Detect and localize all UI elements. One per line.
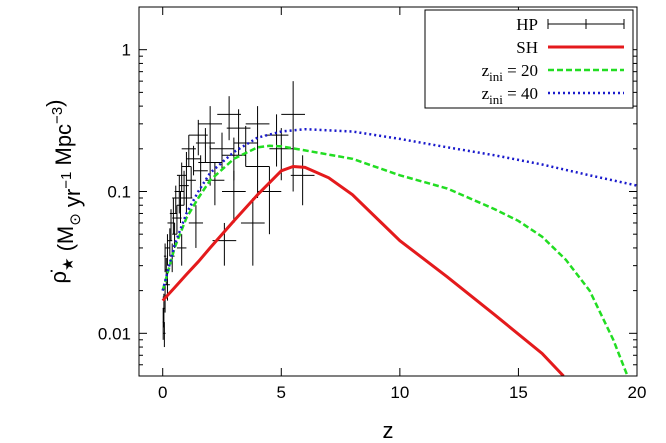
x-tick-label: 0	[158, 383, 167, 402]
legend-label-part: = 20	[503, 61, 538, 80]
legend-label: zini = 20	[482, 61, 538, 84]
x-tick-label: 5	[277, 383, 286, 402]
legend-label: HP	[516, 15, 538, 34]
y-tick-label: 0.01	[98, 324, 131, 343]
y-axis-label-part: −1	[58, 172, 75, 189]
plot-frame	[138, 6, 638, 377]
legend-label-part: z	[482, 84, 490, 103]
curve	[161, 144, 629, 376]
legend-label-part: = 40	[503, 84, 538, 103]
curve	[161, 127, 637, 291]
y-tick-label: 0.1	[107, 183, 131, 202]
y-axis-label-part: −3	[49, 107, 66, 124]
x-axis-label: z	[383, 418, 394, 443]
y-axis-label-part: Mpc	[51, 124, 76, 172]
curve	[161, 164, 565, 376]
legend-box	[424, 9, 634, 109]
x-tick-label: 20	[628, 383, 647, 402]
legend-label-part: ini	[489, 69, 503, 84]
legend-label-part: ini	[489, 92, 503, 107]
legend-label: zini = 40	[482, 84, 538, 107]
y-axis-label-part: ★	[60, 258, 77, 271]
y-axis-label: ρ̇★ (M⊙ yr−1 Mpc−3)	[42, 100, 85, 284]
legend-label-part: SH	[516, 38, 538, 57]
legend-label-part: z	[482, 61, 490, 80]
y-axis-label-part: (M	[53, 226, 78, 258]
x-tick-label: 10	[390, 383, 409, 402]
y-tick-label: 1	[122, 41, 131, 60]
y-axis-label-part: yr	[60, 189, 85, 213]
legend-label: SH	[516, 38, 538, 57]
y-axis-label-part: )	[42, 100, 67, 107]
x-tick-label: 15	[509, 383, 528, 402]
plot	[161, 81, 637, 376]
legend-label-part: HP	[516, 15, 538, 34]
y-axis-label-part: ⊙	[67, 213, 84, 226]
y-axis-label-part: ρ̇	[46, 270, 71, 284]
